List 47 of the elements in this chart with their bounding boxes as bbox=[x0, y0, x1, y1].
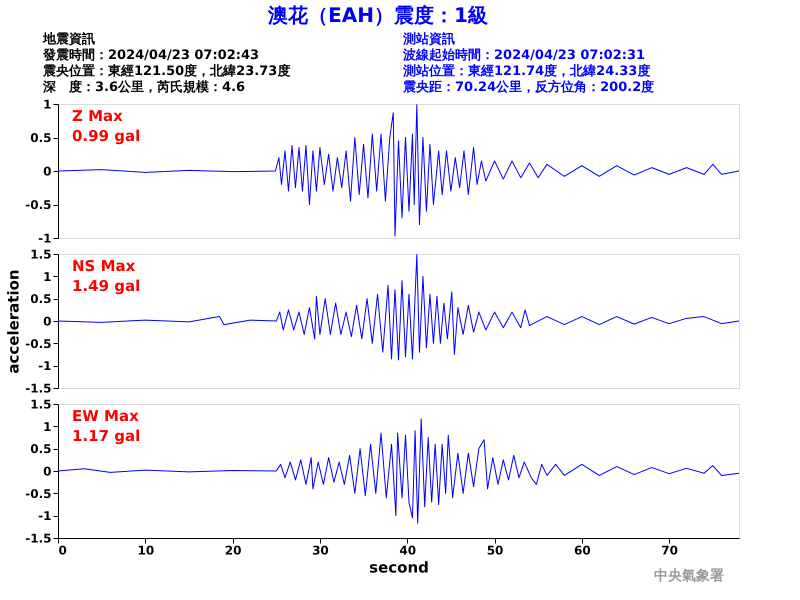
annotation: 1.17 gal bbox=[72, 427, 140, 445]
y-tick-label: 0 bbox=[43, 164, 52, 178]
text: 測站資訊 bbox=[402, 31, 455, 47]
y-tick-label: 1.5 bbox=[30, 398, 52, 412]
text: 震央距：70.24公里，反方位角：200.2度 bbox=[402, 79, 654, 95]
annotation: EW Max bbox=[72, 407, 140, 425]
y-tick-label: -1 bbox=[38, 359, 52, 374]
annotation: Z Max bbox=[72, 107, 124, 125]
x-tick-label: 60 bbox=[574, 544, 591, 558]
x-tick-label: 50 bbox=[486, 544, 504, 558]
x-axis-title: second bbox=[369, 558, 429, 576]
x-tick-label: 40 bbox=[399, 544, 416, 558]
annotation: 1.49 gal bbox=[72, 277, 140, 295]
annotation: 0.99 gal bbox=[72, 127, 140, 145]
y-tick-label: 0 bbox=[43, 314, 52, 328]
x-tick-label: 10 bbox=[137, 544, 154, 558]
y-tick-label: 0.5 bbox=[30, 131, 52, 145]
y-tick-label: 0.5 bbox=[30, 442, 52, 456]
x-tick-label: 30 bbox=[312, 544, 329, 558]
x-tick-label: 0 bbox=[58, 544, 67, 558]
line-series bbox=[58, 104, 740, 236]
y-axis-title: acceleration bbox=[4, 269, 22, 374]
y-tick-label: 0 bbox=[43, 464, 52, 478]
y-tick-label: -0.5 bbox=[25, 198, 52, 212]
line-series bbox=[58, 254, 740, 360]
y-tick-label: -1 bbox=[38, 232, 52, 246]
text: 中央氣象署 bbox=[654, 568, 724, 584]
y-tick-label: 1 bbox=[43, 420, 52, 434]
x-tick-label: 20 bbox=[224, 544, 242, 558]
text: 波線起始時間：2024/04/23 07:02:31 bbox=[402, 48, 646, 63]
y-tick-label: -0.5 bbox=[25, 336, 52, 351]
y-tick-label: 1.5 bbox=[30, 248, 52, 262]
y-tick-label: 1 bbox=[43, 270, 52, 284]
chart-title: 澳花（EAH）震度：1級 bbox=[267, 3, 488, 27]
y-tick-label: 1 bbox=[43, 98, 52, 112]
text: 發震時間：2024/04/23 07:02:43 bbox=[42, 48, 260, 63]
text: 地震資訊 bbox=[42, 31, 95, 47]
y-tick-label: -1 bbox=[38, 509, 52, 524]
y-tick-label: 0.5 bbox=[30, 292, 52, 306]
y-tick-label: -1.5 bbox=[25, 382, 52, 396]
y-tick-label: -0.5 bbox=[25, 486, 52, 501]
text: 深 度：3.6公里，芮氏規模：4.6 bbox=[42, 79, 246, 95]
annotation: NS Max bbox=[72, 257, 136, 275]
x-tick-label: 70 bbox=[661, 544, 678, 558]
text: 震央位置：東經121.50度，北緯23.73度 bbox=[42, 63, 290, 79]
text: 測站位置：東經121.74度，北緯24.33度 bbox=[402, 63, 650, 79]
y-tick-label: -1.5 bbox=[25, 532, 52, 546]
